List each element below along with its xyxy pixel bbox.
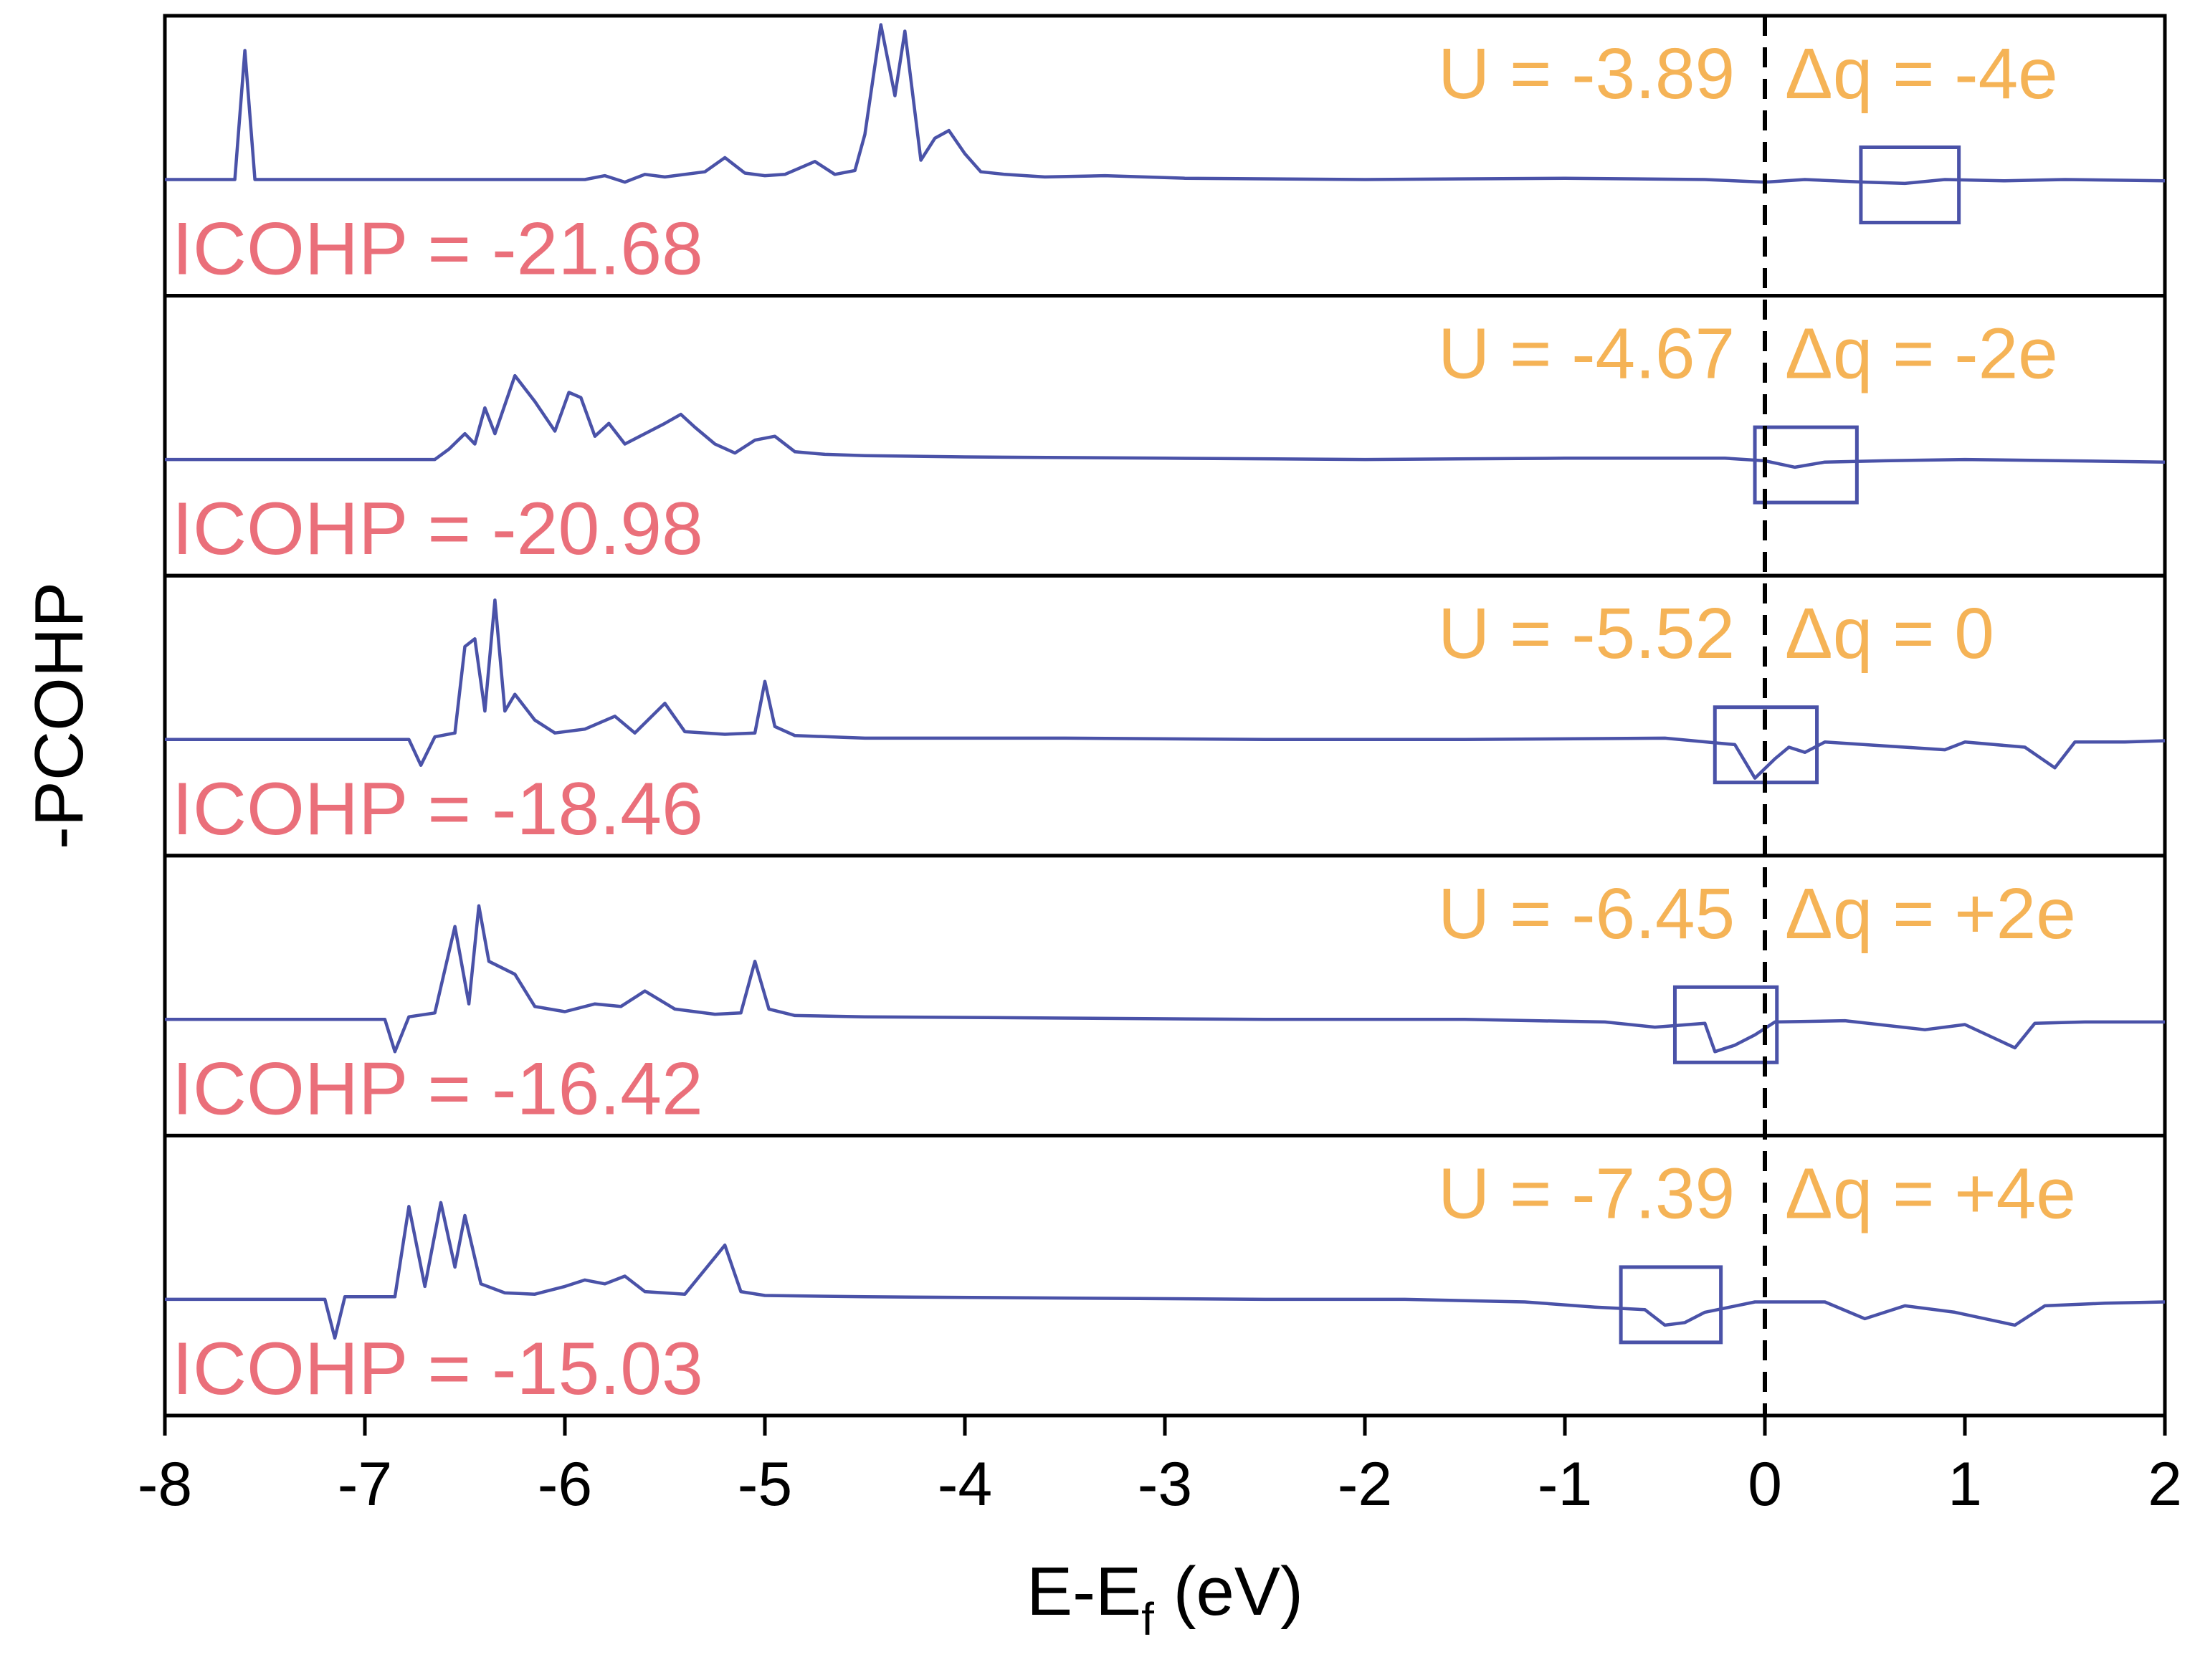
u-label: U = -7.39 (1438, 1153, 1735, 1233)
x-tick-label: -4 (938, 1450, 992, 1519)
y-axis-title: -PCOHP (21, 582, 97, 849)
panel-1: U = -3.89 Δq = -4e ICOHP = -21.68 (163, 14, 2167, 298)
x-tick-label: -1 (1538, 1450, 1592, 1519)
dq-label: Δq = 0 (1785, 593, 1994, 674)
u-label: U = -4.67 (1438, 314, 1735, 394)
x-axis-title: E-Ef (eV) (1027, 1553, 1303, 1645)
x-tick-label: -8 (138, 1450, 192, 1519)
panel-5: U = -7.39 Δq = +4e ICOHP = -15.03 (163, 1133, 2167, 1418)
pcohp-series-line (165, 23, 2166, 186)
x-tick-label: 2 (2148, 1450, 2182, 1519)
x-tick-label: 0 (1748, 1450, 1782, 1519)
pcohp-series-line (165, 904, 2165, 1054)
panel-2: U = -4.67 Δq = -2e ICOHP = -20.98 (163, 294, 2167, 578)
icohp-label: ICOHP = -18.46 (172, 768, 703, 851)
dq-label: Δq = +2e (1785, 874, 2076, 954)
dq-label: Δq = +4e (1785, 1153, 2076, 1233)
x-tick-label: -7 (338, 1450, 392, 1519)
panel-3: U = -5.52 Δq = 0 ICOHP = -18.46 (163, 573, 2167, 858)
dq-label: Δq = -4e (1785, 34, 2058, 114)
highlight-box (1619, 1265, 1723, 1345)
icohp-label: ICOHP = -16.42 (172, 1047, 703, 1130)
u-label: U = -6.45 (1438, 874, 1735, 954)
highlight-box (1672, 985, 1779, 1064)
pcohp-series-line (165, 373, 2166, 469)
pcohp-series-line (165, 598, 2166, 780)
u-label: U = -3.89 (1438, 34, 1735, 114)
icohp-label: ICOHP = -21.68 (172, 208, 703, 291)
x-tick-label: -6 (538, 1450, 592, 1519)
panel-4: U = -6.45 Δq = +2e ICOHP = -16.42 (163, 854, 2167, 1137)
x-tick-label: -5 (738, 1450, 792, 1519)
icohp-label: ICOHP = -15.03 (172, 1327, 703, 1411)
x-tick-label: 1 (1948, 1450, 1982, 1519)
pcohp-series-line (165, 1201, 2166, 1340)
x-tick-label: -2 (1338, 1450, 1392, 1519)
x-tick-label: -3 (1138, 1450, 1192, 1519)
highlight-box (1753, 425, 1859, 505)
dq-label: Δq = -2e (1785, 314, 2058, 394)
icohp-label: ICOHP = -20.98 (172, 487, 703, 571)
u-label: U = -5.52 (1438, 593, 1735, 674)
highlight-box (1859, 145, 1961, 225)
